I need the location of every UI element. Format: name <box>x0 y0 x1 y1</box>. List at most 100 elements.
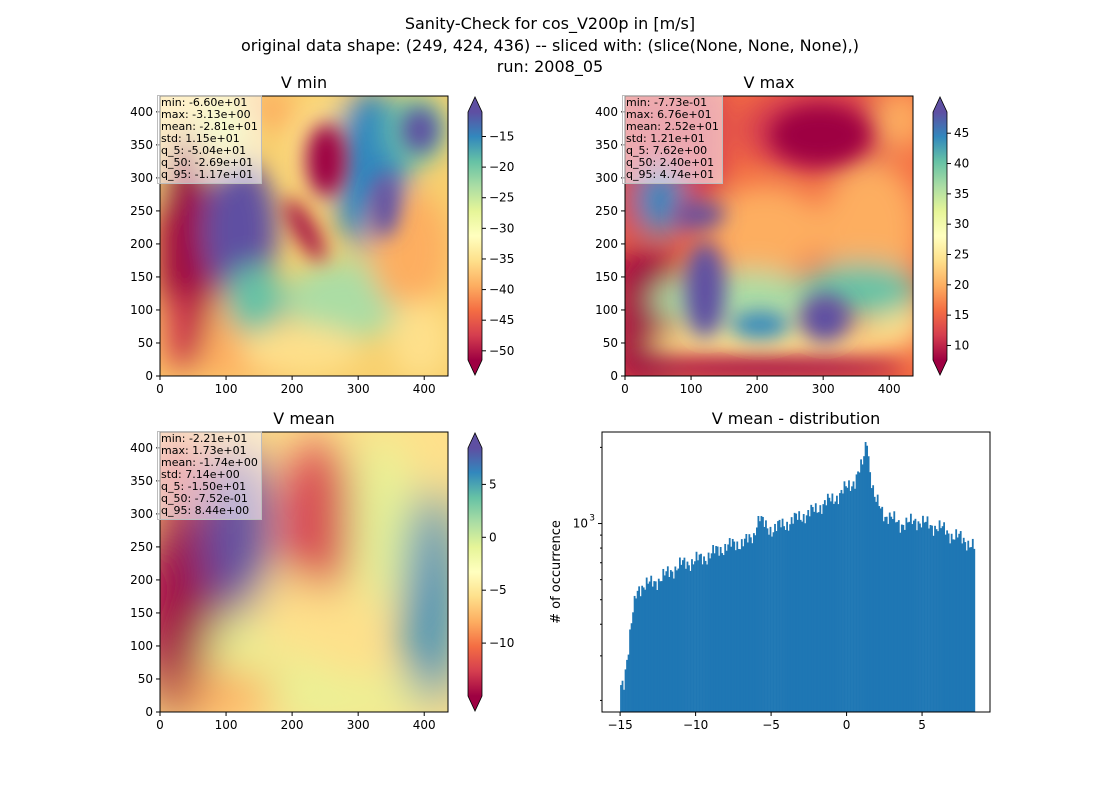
stats-line: q_50: -2.69e+01 <box>161 156 254 169</box>
histogram-bar <box>908 521 911 712</box>
colorbar-tick-label: −10 <box>489 636 514 650</box>
histogram-bar <box>950 533 953 712</box>
histogram-bar <box>810 504 813 712</box>
axes-frame-vmin: 0 100 200 300 400 0 50 100 150 200 250 300 350 400 <box>130 95 449 396</box>
histogram-bar <box>965 550 968 712</box>
histogram-bar <box>621 680 624 712</box>
histogram-bar <box>654 581 657 712</box>
histogram-bar <box>891 519 894 712</box>
histogram-bar <box>636 590 639 712</box>
histogram-bar <box>783 526 785 712</box>
histogram-bar <box>808 516 811 712</box>
x-tick-label: 5 <box>918 718 926 732</box>
histogram-bar <box>798 511 801 712</box>
heatmap-vmax <box>625 96 913 376</box>
y-tick-label: 350 <box>130 138 153 152</box>
histogram-bar <box>793 512 796 712</box>
histogram-bar <box>801 521 804 712</box>
y-tick-label: 50 <box>138 672 153 686</box>
stats-line: q_5: 7.62e+00 <box>626 144 708 157</box>
histogram-bar <box>870 488 873 712</box>
histogram-bar <box>739 549 742 712</box>
histogram-bar <box>834 501 837 712</box>
histogram-bar <box>682 560 684 712</box>
histogram-bar <box>937 531 939 712</box>
histogram-bar <box>677 568 680 712</box>
histogram-bar <box>686 561 689 712</box>
histogram-bar <box>905 517 908 712</box>
histogram-bar <box>777 521 779 712</box>
y-tick-label: 200 <box>595 237 618 251</box>
panel-title-vmax: V max <box>744 73 795 92</box>
x-tick-label: −5 <box>762 718 780 732</box>
histogram-bar <box>875 501 878 712</box>
histogram-bar <box>675 570 678 712</box>
colorbar-vmin: −15 −20 −25 −30 −35 −40 −45 −50 <box>467 96 514 376</box>
y-tick-label: 150 <box>130 270 153 284</box>
histogram-bar <box>712 545 715 712</box>
x-tick-label: −10 <box>683 718 708 732</box>
histogram-bar <box>869 472 872 712</box>
histogram-bar <box>624 669 627 712</box>
colorbar-tick-label: −25 <box>489 191 514 205</box>
histogram-bar <box>694 561 696 712</box>
histogram-bar <box>784 529 787 712</box>
histogram-bar <box>955 529 958 712</box>
colorbar-tick-label: −50 <box>489 344 514 358</box>
x-tick-label: 400 <box>413 718 436 732</box>
histogram-bar <box>890 516 893 712</box>
x-tick-label: 400 <box>413 382 436 396</box>
histogram-bar <box>629 629 631 712</box>
histogram-bar <box>947 533 950 712</box>
histogram-bar <box>804 523 807 712</box>
histogram-bar <box>781 518 784 712</box>
histogram-bar <box>962 537 965 712</box>
stats-line: std: 1.21e+01 <box>626 132 705 145</box>
histogram-bar <box>902 524 905 712</box>
histogram-bar <box>863 456 865 712</box>
colorbar-vmax: 45 40 35 30 25 20 15 10 <box>932 96 969 376</box>
y-tick-label: 10 <box>573 517 588 531</box>
stats-line: q_95: -1.17e+01 <box>161 168 254 181</box>
colorbar-tick-label: −30 <box>489 221 514 235</box>
histogram-bar <box>873 496 876 712</box>
histogram-bar <box>973 548 976 712</box>
histogram-bar <box>724 543 727 712</box>
histogram-bar <box>867 456 870 712</box>
x-tick-label: 200 <box>281 718 304 732</box>
histogram-bar <box>935 529 938 712</box>
histogram-bar <box>718 555 721 712</box>
histogram-bar <box>885 516 888 712</box>
histogram-bar <box>647 583 650 712</box>
y-tick-label: 200 <box>130 573 153 587</box>
histogram-bar <box>929 525 932 712</box>
colorbar-tick-label: 5 <box>489 477 497 491</box>
histogram-bar <box>721 553 724 712</box>
histogram-bar <box>968 547 971 712</box>
panel-title-distribution: V mean - distribution <box>712 409 881 428</box>
histogram-bar <box>742 546 745 712</box>
stats-line: min: -6.60e+01 <box>161 96 248 109</box>
histogram-bar <box>958 533 961 712</box>
histogram-bar <box>780 527 782 712</box>
histogram-bar <box>746 542 749 712</box>
histogram-bar <box>660 581 663 712</box>
histogram-bar <box>881 506 884 712</box>
y-tick-label: 250 <box>130 540 153 554</box>
colorbar-tick-label: 0 <box>489 530 497 544</box>
histogram-bar <box>669 570 672 712</box>
colorbar-tick-label: 30 <box>954 217 969 231</box>
histogram-bar <box>860 459 862 712</box>
histogram-bar <box>879 508 882 712</box>
x-tick-label: 0 <box>621 382 629 396</box>
x-tick-label: 100 <box>680 382 703 396</box>
histogram-bar <box>659 581 662 712</box>
histogram-bar <box>926 516 929 712</box>
colorbar-tick-label: −15 <box>489 129 514 143</box>
histogram-bar <box>852 481 855 712</box>
histogram-bar <box>837 504 840 712</box>
histogram-bar <box>970 547 973 712</box>
histogram-bar <box>665 571 668 712</box>
xticks-vmin: 0 100 200 300 400 <box>156 376 436 396</box>
histogram-bar <box>857 471 859 712</box>
